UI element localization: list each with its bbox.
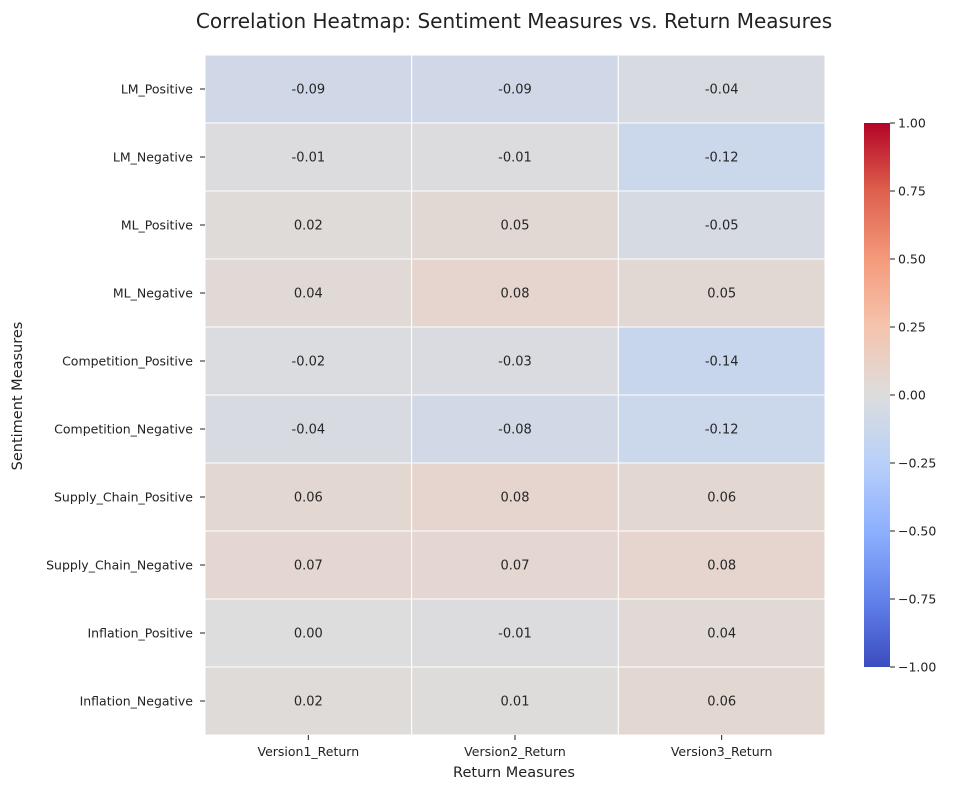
cell-value-label: 0.07	[501, 559, 530, 574]
cell-value-label: -0.08	[498, 423, 532, 438]
colorbar-tick-label: 0.25	[898, 320, 926, 335]
cell-value-label: 0.08	[501, 491, 530, 506]
heatmap-cell	[617, 122, 826, 192]
heatmap-cell	[411, 394, 619, 464]
cell-value-label: -0.01	[292, 151, 326, 166]
y-tick-label: Inflation_Positive	[87, 626, 193, 641]
x-tick-label: Version3_Return	[671, 744, 773, 759]
heatmap-cell	[204, 462, 413, 532]
heatmap-cell	[204, 122, 413, 192]
y-tick-label: Inflation_Negative	[80, 694, 194, 709]
colorbar-tick-label: 0.50	[898, 252, 926, 267]
heatmap-cell	[617, 598, 826, 668]
cell-value-label: -0.05	[705, 219, 739, 234]
cell-value-label: 0.01	[501, 695, 530, 710]
heatmap-cell	[204, 326, 413, 396]
cell-value-label: 0.02	[294, 695, 323, 710]
cell-value-label: -0.12	[705, 151, 739, 166]
cell-value-label: -0.03	[498, 355, 532, 370]
y-tick-label: LM_Negative	[113, 150, 193, 165]
cell-value-label: 0.05	[501, 219, 530, 234]
cell-value-label: 0.04	[707, 627, 736, 642]
heatmap-cell	[204, 54, 413, 124]
colorbar-tick-label: 0.75	[898, 184, 926, 199]
heatmap-cell	[411, 666, 619, 736]
y-tick-label: ML_Positive	[121, 218, 193, 233]
heatmap-cell	[204, 258, 413, 328]
heatmap-cell	[617, 258, 826, 328]
heatmap-cell	[204, 666, 413, 736]
y-tick-labels: LM_Positive LM_Negative ML_Positive ML_Nega…	[46, 82, 205, 709]
cell-value-label: 0.00	[294, 627, 323, 642]
heatmap-cell	[411, 122, 619, 192]
colorbar-tick-label: 0.00	[898, 388, 926, 403]
heatmap-cell	[411, 530, 619, 600]
heatmap-cells: -0.09 -0.09 -0.04 -0.01 -0.01 -0.12 0.02 0.05 -0…	[204, 54, 826, 736]
y-tick-label: Competition_Negative	[54, 422, 193, 437]
colorbar-tick-label: −0.75	[898, 592, 936, 607]
heatmap-cell	[204, 530, 413, 600]
cell-value-label: 0.08	[501, 287, 530, 302]
x-tick-labels: Version1_Return Version2_Return Version3_R…	[258, 735, 773, 759]
colorbar-tick-label: −0.50	[898, 524, 936, 539]
y-tick-label: LM_Positive	[121, 82, 193, 97]
colorbar-tick-label: −1.00	[898, 660, 936, 675]
heatmap-cell	[617, 394, 826, 464]
cell-value-label: 0.04	[294, 287, 323, 302]
cell-value-label: -0.01	[498, 627, 532, 642]
cell-value-label: -0.09	[498, 83, 532, 98]
cell-value-label: 0.06	[707, 695, 736, 710]
heatmap-cell	[204, 598, 413, 668]
cell-value-label: 0.06	[294, 491, 323, 506]
cell-value-label: -0.04	[292, 423, 326, 438]
chart-title: Correlation Heatmap: Sentiment Measures …	[196, 9, 832, 33]
cell-value-label: 0.08	[707, 559, 736, 574]
y-tick-label: ML_Negative	[113, 286, 193, 301]
y-axis-label: Sentiment Measures	[10, 322, 26, 471]
colorbar-gradient	[864, 123, 890, 667]
y-tick-label: Supply_Chain_Negative	[46, 558, 193, 573]
cell-value-label: -0.01	[498, 151, 532, 166]
heatmap-cell	[411, 190, 619, 260]
heatmap-cell	[617, 462, 826, 532]
heatmap-cell	[617, 666, 826, 736]
cell-value-label: 0.05	[707, 287, 736, 302]
cell-value-label: 0.07	[294, 559, 323, 574]
heatmap-cell	[411, 462, 619, 532]
cell-value-label: -0.02	[292, 355, 326, 370]
heatmap-cell	[617, 54, 826, 124]
x-axis-label: Return Measures	[453, 765, 575, 781]
colorbar-tick-label: 1.00	[898, 116, 926, 131]
cell-value-label: 0.06	[707, 491, 736, 506]
cell-value-label: 0.02	[294, 219, 323, 234]
cell-value-label: -0.12	[705, 423, 739, 438]
heatmap-cell	[411, 326, 619, 396]
x-tick-label: Version1_Return	[258, 744, 360, 759]
colorbar: 1.00 0.75 0.50 0.25 0.00 −0.25 −0.50 −0.75 −1.00	[864, 116, 936, 675]
x-tick-label: Version2_Return	[464, 744, 566, 759]
colorbar-ticks: 1.00 0.75 0.50 0.25 0.00 −0.25 −0.50 −0.75 −1.00	[890, 116, 936, 675]
y-tick-label: Competition_Positive	[62, 354, 193, 369]
cell-value-label: -0.14	[705, 355, 739, 370]
heatmap-cell	[617, 326, 826, 396]
cell-value-label: -0.09	[292, 83, 326, 98]
y-tick-label: Supply_Chain_Positive	[54, 490, 193, 505]
heatmap-cell	[411, 54, 619, 124]
heatmap-cell	[617, 530, 826, 600]
colorbar-tick-label: −0.25	[898, 456, 936, 471]
cell-value-label: -0.04	[705, 83, 739, 98]
